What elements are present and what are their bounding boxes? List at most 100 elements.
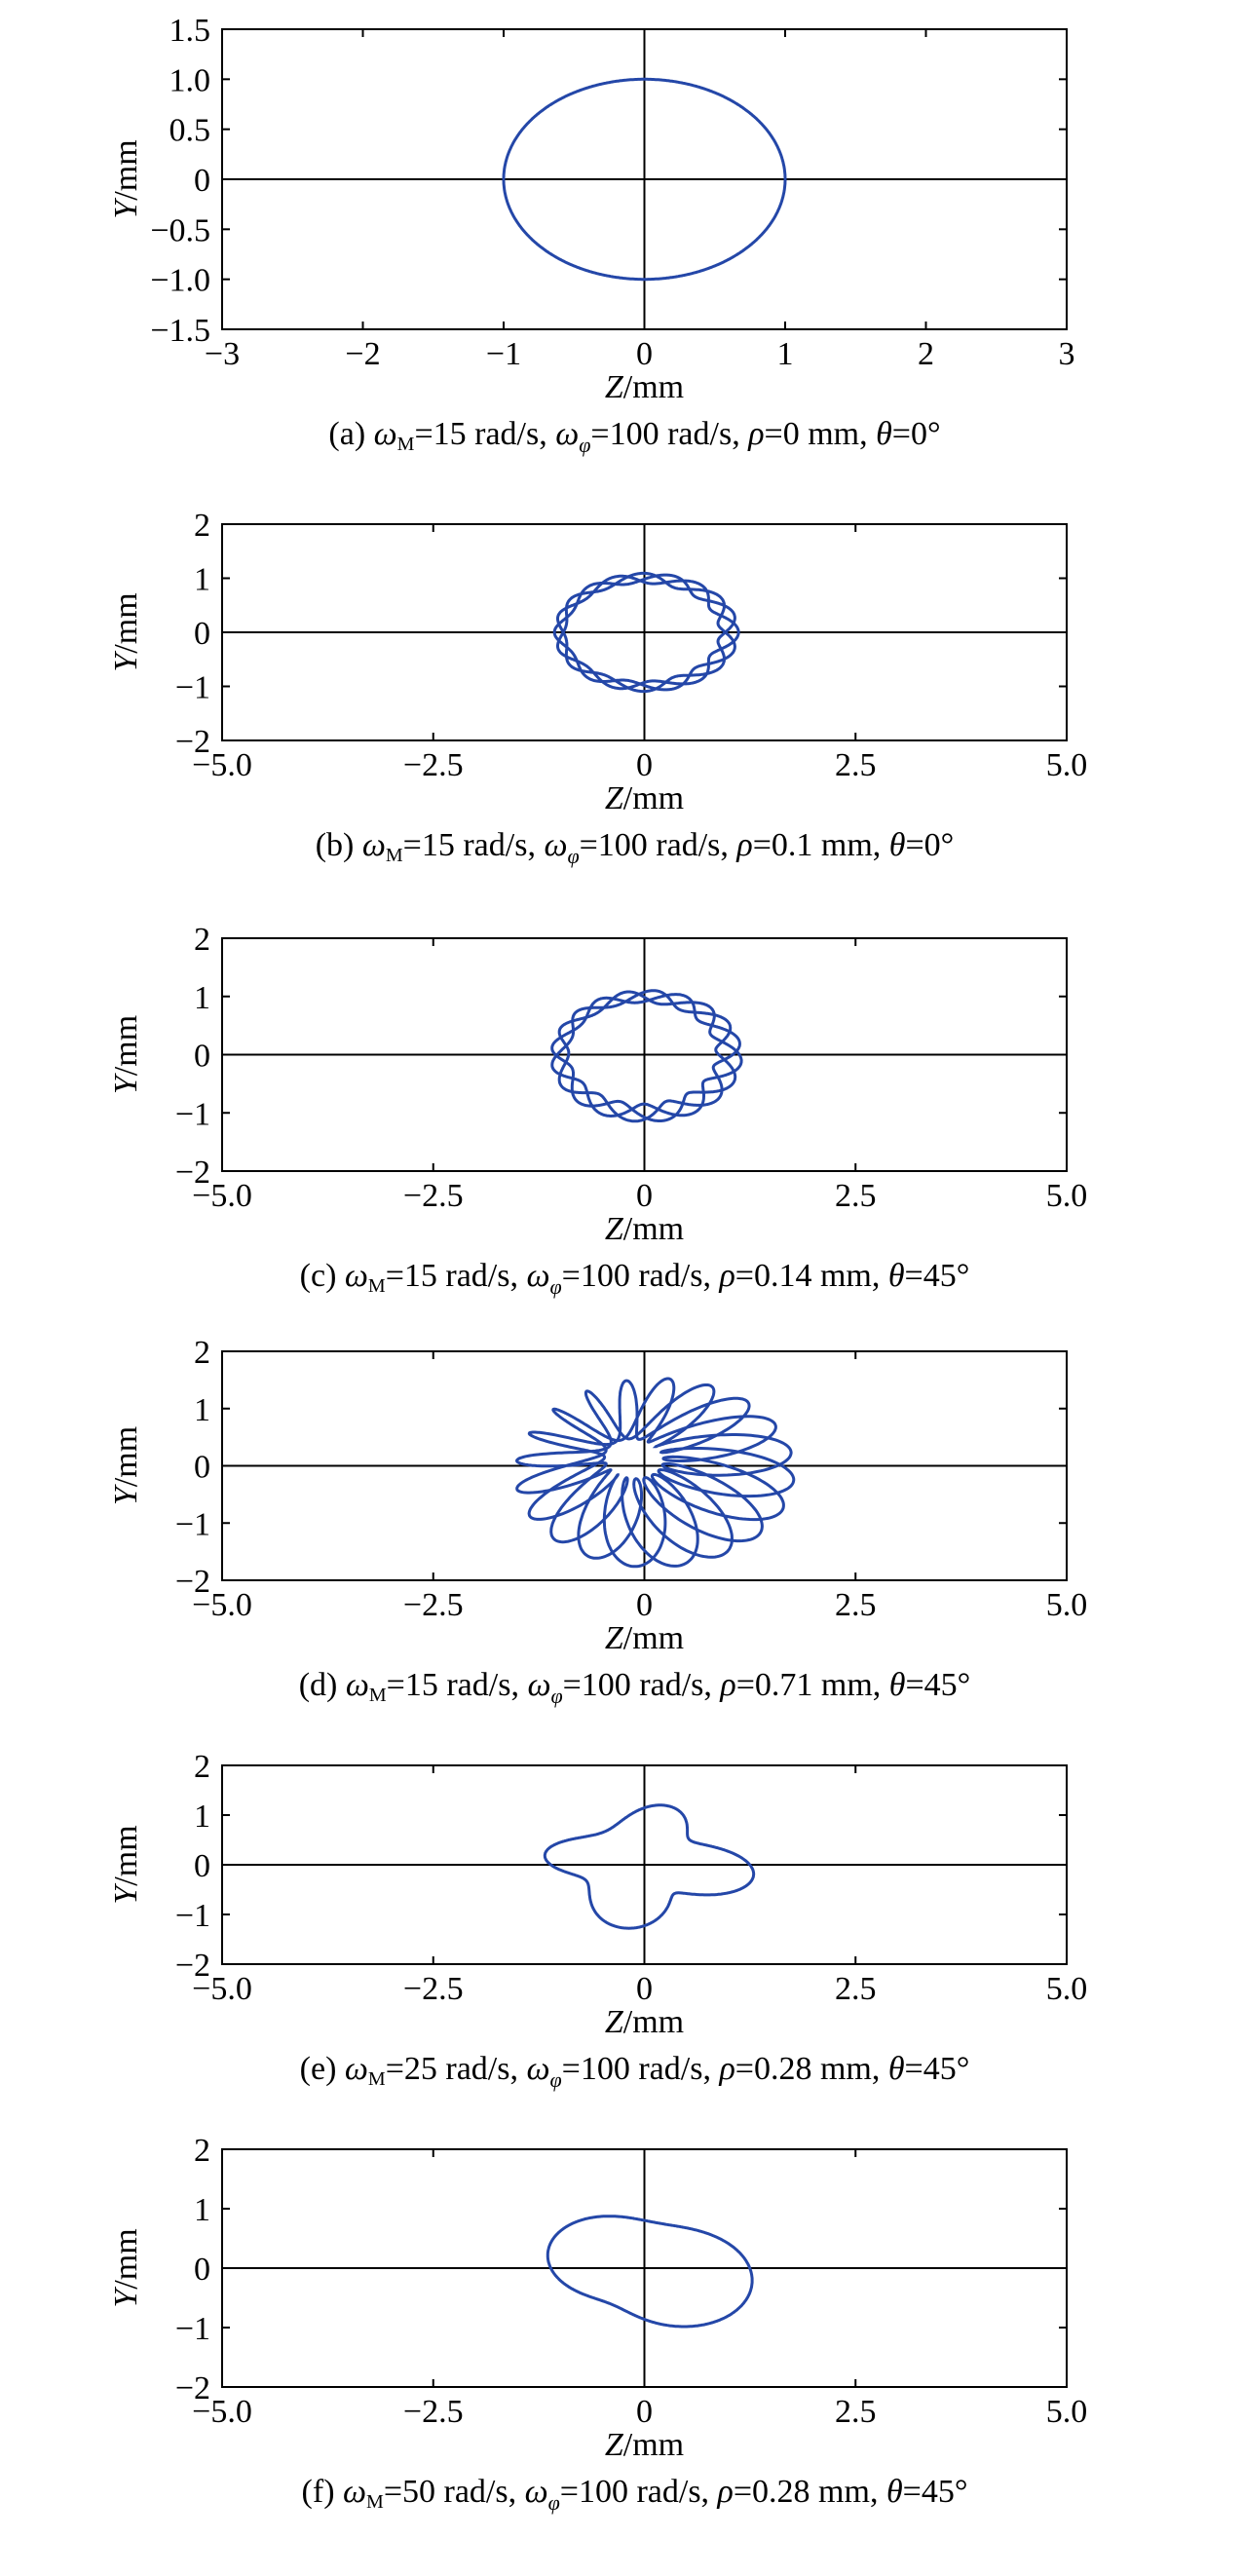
x-tick-label: −5.0 [192, 2394, 252, 2430]
rho-symbol: ρ [740, 416, 765, 452]
y-tick-label: −2 [175, 1564, 210, 1600]
orbit-trajectory [550, 989, 743, 1123]
x-tick-label: −1 [486, 336, 521, 372]
omega-m-subscript: M [397, 434, 415, 455]
x-tick-label: −2 [345, 336, 380, 372]
omega-phi-subscript: φ [550, 1274, 562, 1299]
omega-phi-value: =100 rad/s, [562, 1258, 711, 1294]
y-axis-unit: /mm [108, 2228, 144, 2289]
caption-label: (c) [300, 1258, 345, 1294]
y-axis-label: Y/mm [108, 592, 144, 671]
y-tick-label: −1 [175, 1898, 210, 1934]
omega-m-symbol: ω [346, 1667, 369, 1703]
rho-value: =0.71 mm, [736, 1667, 882, 1703]
x-axis-var: Z [605, 2004, 624, 2040]
y-axis-unit: /mm [108, 139, 144, 200]
rho-symbol: ρ [711, 1258, 735, 1294]
orbit-trajectory [514, 1377, 796, 1569]
x-axis-unit: /mm [623, 369, 684, 405]
omega-phi-value: =100 rad/s, [563, 1667, 712, 1703]
omega-phi-subscript: φ [579, 433, 590, 457]
x-tick-label: 2.5 [835, 2394, 877, 2430]
x-tick-label: −2.5 [403, 747, 464, 783]
y-axis-unit: /mm [108, 1426, 144, 1487]
x-tick-label: 0 [636, 2394, 653, 2430]
x-tick-label: 2.5 [835, 1971, 877, 2007]
omega-phi-value: =100 rad/s, [590, 416, 739, 452]
y-tick-label: −1 [175, 1506, 210, 1542]
rho-symbol: ρ [709, 2474, 734, 2510]
x-axis-label: Z/mm [605, 2427, 684, 2463]
x-axis-var: Z [605, 780, 624, 816]
omega-m-subscript: M [386, 845, 403, 866]
omega-m-symbol: ω [345, 1258, 368, 1294]
x-tick-label: 5.0 [1046, 2394, 1088, 2430]
subplot-caption: (e) ωM=25 rad/s, ωφ=100 rad/s, ρ=0.28 mm… [300, 2051, 970, 2092]
omega-m-subscript: M [366, 2491, 384, 2513]
theta-symbol: θ [881, 1667, 905, 1703]
x-tick-label: −2.5 [403, 1587, 464, 1623]
y-tick-label: 0.5 [170, 113, 211, 149]
rho-symbol: ρ [729, 827, 753, 863]
y-tick-label: −1 [175, 1096, 210, 1132]
y-tick-label: 2 [194, 1335, 210, 1371]
y-tick-label: 1 [194, 980, 210, 1016]
x-tick-label: 2.5 [835, 1178, 877, 1214]
omega-phi-symbol: ω [516, 2474, 548, 2510]
rho-value: =0.28 mm, [734, 2474, 879, 2510]
omega-m-value: =50 rad/s, [384, 2474, 516, 2510]
y-tick-label: −1 [175, 670, 210, 706]
x-tick-label: −2.5 [403, 1178, 464, 1214]
x-axis-var: Z [605, 1211, 624, 1247]
theta-symbol: θ [878, 2474, 902, 2510]
omega-m-value: =15 rad/s, [387, 1667, 519, 1703]
orbit-trajectory [552, 571, 740, 694]
x-tick-label: 0 [636, 1971, 653, 2007]
omega-m-subscript: M [368, 1275, 386, 1297]
x-axis-var: Z [605, 1620, 624, 1656]
x-tick-label: 5.0 [1046, 1971, 1088, 2007]
omega-phi-subscript: φ [550, 1684, 562, 1708]
x-axis-var: Z [605, 2427, 624, 2463]
caption-label: (e) [300, 2051, 345, 2087]
omega-phi-value: =100 rad/s, [562, 2051, 711, 2087]
omega-m-value: =15 rad/s, [403, 827, 536, 863]
rho-symbol: ρ [711, 2051, 735, 2087]
x-axis-var: Z [605, 369, 624, 405]
omega-m-symbol: ω [374, 416, 397, 452]
y-tick-label: 2 [194, 508, 210, 544]
omega-phi-value: =100 rad/s, [560, 2474, 709, 2510]
caption-label: (b) [316, 827, 362, 863]
omega-phi-subscript: φ [550, 2067, 562, 2092]
y-tick-label: 1 [194, 562, 210, 598]
omega-m-value: =15 rad/s, [386, 1258, 518, 1294]
x-tick-label: −5.0 [192, 747, 252, 783]
x-tick-label: 5.0 [1046, 747, 1088, 783]
y-tick-label: 1 [194, 2192, 210, 2228]
y-tick-label: 2 [194, 2133, 210, 2169]
y-tick-label: −1.5 [150, 313, 210, 349]
y-tick-label: 1.0 [170, 62, 211, 98]
omega-m-subscript: M [368, 2068, 386, 2090]
x-tick-label: 5.0 [1046, 1587, 1088, 1623]
y-tick-label: −2 [175, 2370, 210, 2406]
x-tick-label: −2.5 [403, 1971, 464, 2007]
omega-phi-symbol: ω [518, 1258, 550, 1294]
theta-value: =45° [906, 1667, 971, 1703]
y-axis-label: Y/mm [108, 139, 144, 218]
y-tick-label: 0 [194, 616, 210, 652]
y-tick-label: 0 [194, 2252, 210, 2288]
omega-phi-symbol: ω [547, 416, 580, 452]
rho-value: =0 mm, [765, 416, 868, 452]
y-axis-unit: /mm [108, 1825, 144, 1885]
omega-m-symbol: ω [343, 2474, 366, 2510]
y-axis-var: Y [108, 198, 144, 219]
x-axis-unit: /mm [623, 780, 684, 816]
y-tick-label: 0 [194, 163, 210, 199]
omega-phi-symbol: ω [519, 1667, 551, 1703]
theta-value: =45° [905, 2051, 970, 2087]
y-axis-unit: /mm [108, 1015, 144, 1076]
